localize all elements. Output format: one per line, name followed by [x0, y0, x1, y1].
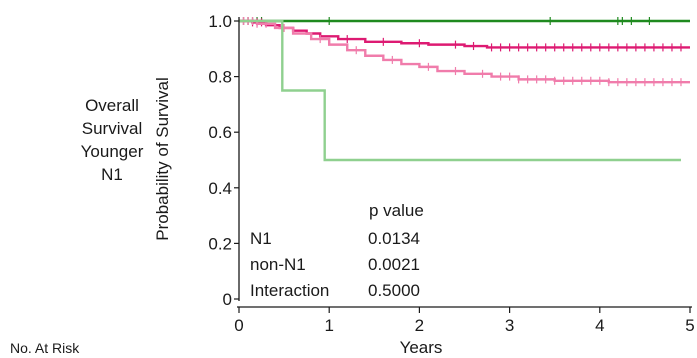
axes-layer: 0 0.2 0.4 0.6 0.8 1.0 0 1 2 3 4 5	[208, 12, 694, 335]
pvalue-row-value: 0.0021	[368, 255, 420, 274]
pvalue-row-label: Interaction	[250, 281, 329, 300]
survival-curve-2	[239, 19, 690, 49]
pvalue-row-label: non-N1	[250, 255, 306, 274]
series-layer	[239, 17, 690, 162]
row-label-line: Overall	[85, 96, 139, 115]
survival-curve-4	[239, 19, 681, 162]
row-label-line: Survival	[81, 119, 143, 138]
y-tick-label: 0.4	[208, 179, 232, 198]
row-label-line: Younger	[80, 142, 144, 161]
x-axis-label: Years	[400, 338, 443, 357]
x-tick-label: 3	[505, 316, 514, 335]
pvalue-row-value: 0.0134	[368, 229, 420, 248]
row-label-line: N1	[101, 165, 123, 184]
x-tick-label: 5	[685, 316, 694, 335]
row-label: Overall Survival Younger N1	[52, 94, 172, 186]
y-tick-label: 1.0	[208, 12, 232, 31]
y-tick-label: 0	[223, 290, 232, 309]
x-tick-label: 2	[415, 316, 424, 335]
y-tick-label: 0.2	[208, 234, 232, 253]
x-tick-label: 0	[234, 316, 243, 335]
y-axis-label: Probability of Survival	[153, 77, 172, 240]
pvalue-row-label: N1	[250, 229, 272, 248]
y-tick-label: 0.6	[208, 123, 232, 142]
at-risk-label: No. At Risk	[10, 340, 80, 356]
x-tick-label: 4	[595, 316, 604, 335]
y-tick-label: 0.8	[208, 68, 232, 87]
survival-curve-3	[239, 19, 690, 84]
pvalue-row-value: 0.5000	[368, 281, 420, 300]
x-tick-label: 1	[324, 316, 333, 335]
pvalue-header: p value	[369, 201, 424, 220]
